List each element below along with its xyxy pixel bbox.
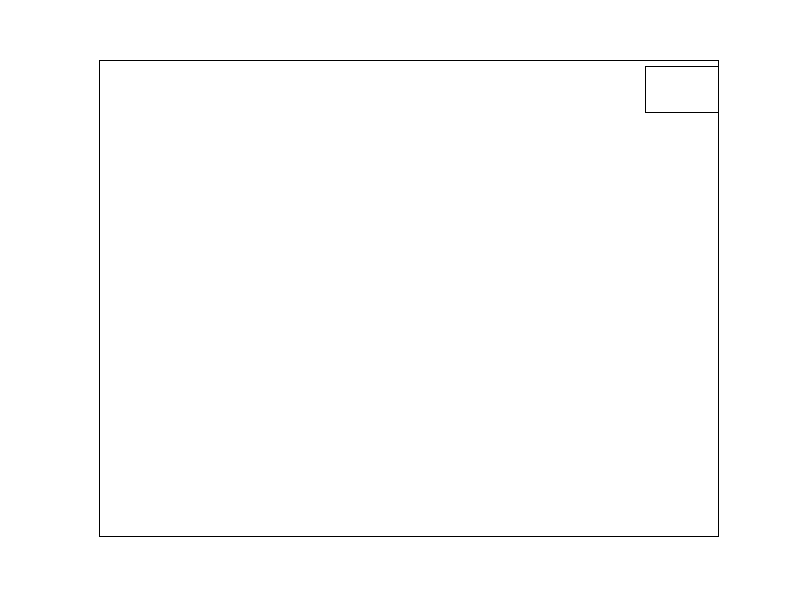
legend <box>645 66 719 113</box>
plot-area <box>99 60 719 537</box>
